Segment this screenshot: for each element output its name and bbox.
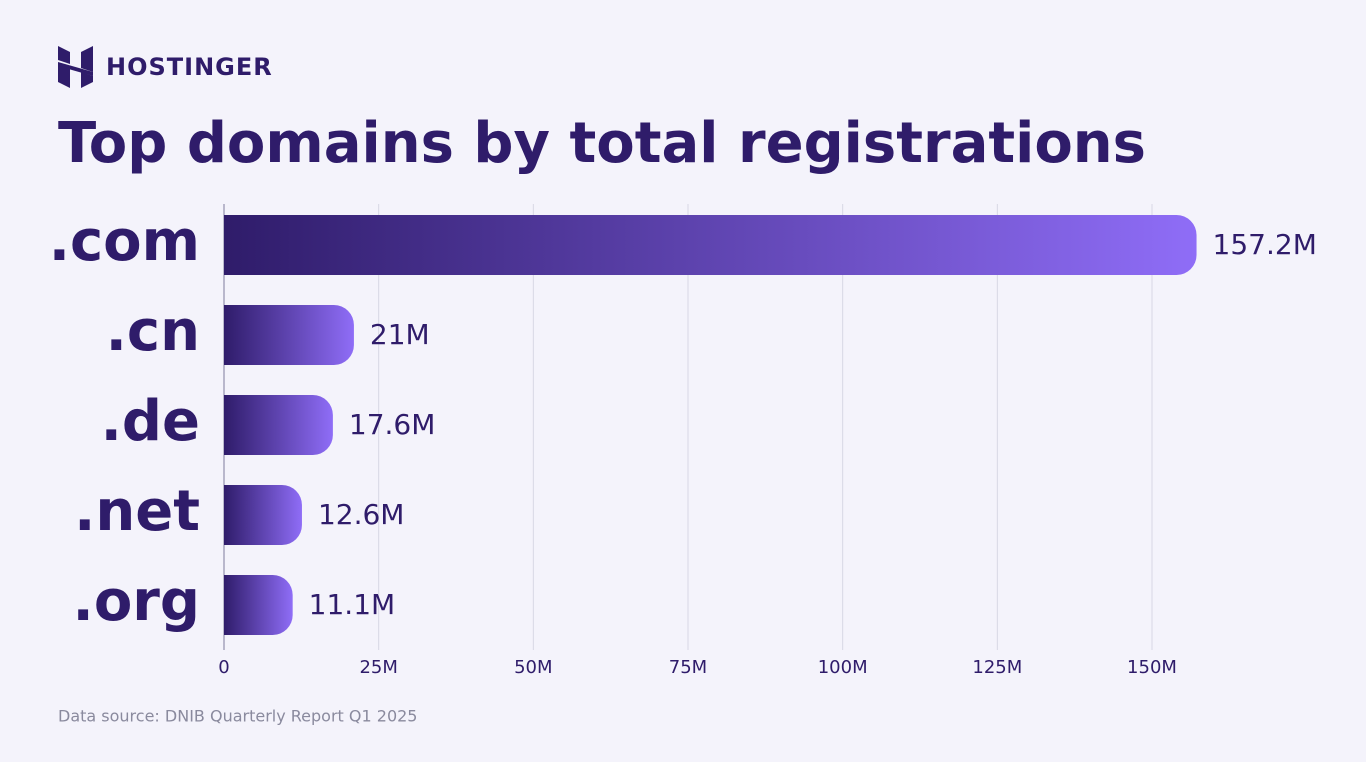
bar	[224, 575, 293, 635]
x-tick-label: 100M	[818, 657, 868, 678]
data-label: 11.1M	[309, 588, 396, 621]
source-note: Data source: DNIB Quarterly Report Q1 20…	[58, 707, 417, 726]
y-tick-label: .org	[73, 569, 200, 634]
data-label: 17.6M	[349, 408, 436, 441]
x-tick-label: 50M	[514, 657, 552, 678]
bar	[224, 395, 333, 455]
y-tick-label: .com	[49, 209, 200, 274]
data-label: 21M	[370, 318, 430, 351]
y-tick-label: .cn	[106, 299, 200, 364]
x-tick-label: 75M	[669, 657, 707, 678]
bar	[224, 215, 1197, 275]
y-tick-label: .net	[74, 479, 200, 544]
data-label: 157.2M	[1213, 228, 1317, 261]
x-tick-label: 125M	[972, 657, 1022, 678]
logo-icon	[58, 46, 93, 88]
x-tick-label: 25M	[359, 657, 397, 678]
x-tick-label: 0	[218, 657, 229, 678]
data-label: 12.6M	[318, 498, 405, 531]
bar	[224, 305, 354, 365]
y-tick-label: .de	[101, 389, 200, 454]
chart-title: Top domains by total registrations	[58, 111, 1146, 176]
bar	[224, 485, 302, 545]
brand: HOSTINGER	[106, 53, 273, 81]
x-tick-label: 150M	[1127, 657, 1177, 678]
